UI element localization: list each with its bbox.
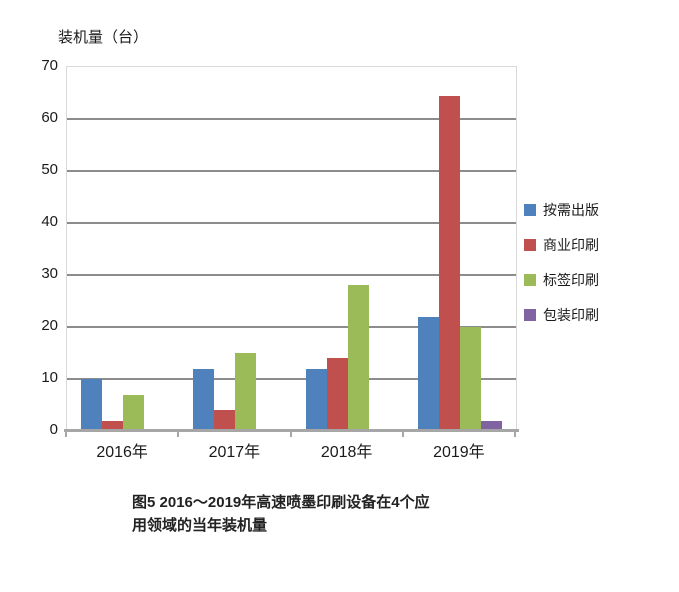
- x-label-2018年: 2018年: [320, 444, 373, 461]
- bar-标签印刷-2019年: [459, 327, 481, 431]
- bar-商业印刷-2016年: [102, 421, 124, 431]
- bar-标签印刷-2016年: [123, 395, 145, 431]
- bar-group-2019年: [404, 67, 516, 431]
- bar-group-2016年: [67, 67, 179, 431]
- x-tick-mark-4: [514, 432, 516, 437]
- y-tick-label-20: 20: [41, 317, 58, 334]
- x-tick-mark-0: [65, 432, 67, 437]
- x-label-2019年: 2019年: [433, 444, 485, 461]
- gridline-20: [67, 326, 516, 328]
- y-tick-label-60: 60: [41, 109, 58, 126]
- gridline-50: [67, 170, 516, 172]
- y-tick-label-0: 0: [49, 421, 58, 438]
- bar-包装印刷-2019年: [480, 421, 502, 431]
- figure-caption-line1: 图5 2016～2019年高速喷墨印刷设备在4个应: [132, 494, 430, 511]
- legend-label: 按需出版: [543, 201, 599, 218]
- x-axis-labels: 2016年 2017年 2018年 2019年: [66, 438, 515, 462]
- x-axis-line: [64, 429, 519, 432]
- legend-label: 包装印刷: [543, 306, 599, 323]
- bar-商业印刷-2017年: [214, 410, 236, 431]
- gridline-40: [67, 222, 516, 224]
- bar-按需出版-2017年: [193, 369, 215, 431]
- y-axis-title: 装机量（台）: [58, 29, 149, 46]
- bar-标签印刷-2017年: [235, 353, 257, 431]
- bar-按需出版-2016年: [81, 379, 103, 431]
- y-tick-label-10: 10: [41, 369, 58, 386]
- bar-商业印刷-2019年: [438, 96, 460, 431]
- legend-swatch-icon: [524, 238, 536, 251]
- x-tick-mark-2: [290, 432, 292, 437]
- gridline-60: [67, 118, 516, 120]
- x-tick-mark-3: [402, 432, 404, 437]
- y-tick-label-50: 50: [41, 161, 58, 178]
- legend-swatch-icon: [524, 273, 536, 286]
- bar-group-2018年: [292, 67, 404, 431]
- legend-item-按需出版: 按需出版: [524, 202, 599, 218]
- bar-按需出版-2018年: [305, 369, 327, 431]
- bar-商业印刷-2018年: [326, 358, 348, 431]
- legend-item-标签印刷: 标签印刷: [524, 272, 599, 288]
- plot-area: [66, 66, 517, 431]
- bar-按需出版-2019年: [417, 317, 439, 431]
- legend-swatch-icon: [524, 203, 536, 216]
- legend-label: 标签印刷: [543, 271, 599, 288]
- x-tick-mark-1: [177, 432, 179, 437]
- figure-caption-line2: 用领域的当年装机量: [132, 517, 268, 534]
- legend-swatch-icon: [524, 308, 536, 321]
- y-tick-label-70: 70: [41, 57, 58, 74]
- bar-标签印刷-2018年: [347, 285, 369, 431]
- legend-label: 商业印刷: [543, 236, 599, 253]
- x-label-2017年: 2017年: [208, 444, 261, 461]
- y-tick-label-30: 30: [41, 265, 58, 282]
- x-label-2016年: 2016年: [96, 444, 148, 461]
- gridline-30: [67, 274, 516, 276]
- figure-caption: 图5 2016～2019年高速喷墨印刷设备在4个应 用领域的当年装机量: [132, 491, 522, 537]
- bar-group-2017年: [179, 67, 291, 431]
- gridline-10: [67, 378, 516, 380]
- chart-legend: 按需出版商业印刷标签印刷包装印刷: [524, 202, 599, 343]
- y-tick-label-40: 40: [41, 213, 58, 230]
- legend-item-商业印刷: 商业印刷: [524, 237, 599, 253]
- legend-item-包装印刷: 包装印刷: [524, 307, 599, 323]
